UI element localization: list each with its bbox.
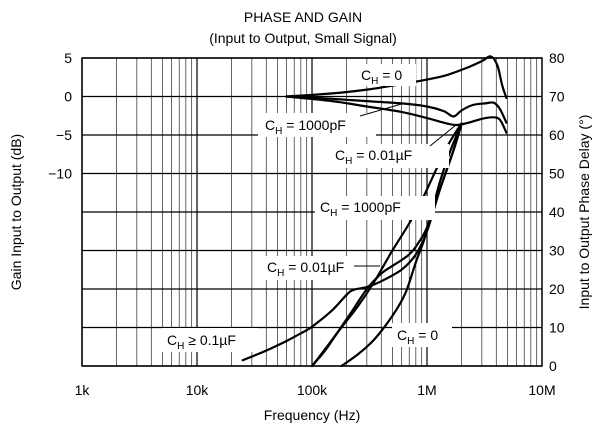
- annotation-bg: [162, 328, 258, 352]
- annotation-bg: [315, 196, 435, 220]
- y-right-tick-label: 60: [549, 127, 565, 143]
- phase-curve: [310, 122, 463, 368]
- x-axis-label: Frequency (Hz): [264, 407, 360, 423]
- y-left-tick-label: −5: [56, 127, 72, 143]
- y-left-tick-label: −10: [48, 166, 72, 182]
- y-right-tick-label: 70: [549, 89, 565, 105]
- plot-frame: [81, 57, 543, 367]
- x-tick-label: 10k: [186, 382, 210, 398]
- y-right-tick-label: 0: [549, 358, 557, 374]
- gain-curve: [285, 95, 508, 134]
- y-right-tick-label: 10: [549, 320, 565, 336]
- gain-curve: [285, 95, 508, 124]
- curve-annotation: CH = 0.01µF: [335, 147, 412, 167]
- annotation-bg: [329, 144, 449, 168]
- y-right-tick-label: 50: [549, 166, 565, 182]
- x-tick-label: 1M: [417, 382, 436, 398]
- curve-annotation: CH = 0: [361, 67, 402, 87]
- y-right-tick-label: 40: [549, 204, 565, 220]
- x-tick-label: 100k: [297, 382, 328, 398]
- curve-annotation: CH ≥ 0.1µF: [167, 332, 236, 352]
- annotation-bg: [392, 323, 452, 347]
- curve-annotation: CH = 0: [397, 327, 438, 347]
- y-right-axis-label: Input to Output Phase Delay (°): [576, 115, 592, 310]
- y-left-axis-label: Gain Input to Output (dB): [8, 134, 24, 290]
- annotations: CH = 0 CH = 1000pF CH = 0.01µF CH = 1000pF C…: [162, 64, 457, 352]
- curve-annotation: CH = 1000pF: [320, 199, 401, 219]
- y-left-tick-label: 0: [64, 89, 72, 105]
- x-tick-label: 10M: [528, 382, 555, 398]
- x-tick-label: 1k: [75, 382, 91, 398]
- y-right-tick-label: 80: [549, 50, 565, 66]
- annotation-leader: [359, 102, 406, 117]
- curve-annotation: CH = 1000pF: [265, 117, 346, 137]
- y-right-tick-label: 20: [549, 281, 565, 297]
- chart-subtitle: (Input to Output, Small Signal): [209, 30, 397, 46]
- curves: [241, 55, 508, 368]
- y-right-tick-labels: 0 10 20 30 40 50 60 70 80: [549, 50, 565, 374]
- y-left-tick-label: 5: [64, 50, 72, 66]
- annotation-bg: [258, 113, 376, 137]
- gain-curve: [285, 55, 508, 100]
- chart-title: PHASE AND GAIN: [244, 9, 362, 25]
- annotation-bg: [356, 64, 416, 86]
- phase-curve: [340, 122, 463, 368]
- curve-annotation: CH = 0.01µF: [267, 259, 344, 279]
- y-right-tick-label: 30: [549, 243, 565, 259]
- annotation-leader: [429, 124, 457, 147]
- x-tick-labels: 1k 10k 100k 1M 10M: [75, 382, 556, 398]
- annotation-bg: [262, 256, 362, 280]
- y-left-tick-labels: 5 0 −5 −10: [48, 50, 72, 182]
